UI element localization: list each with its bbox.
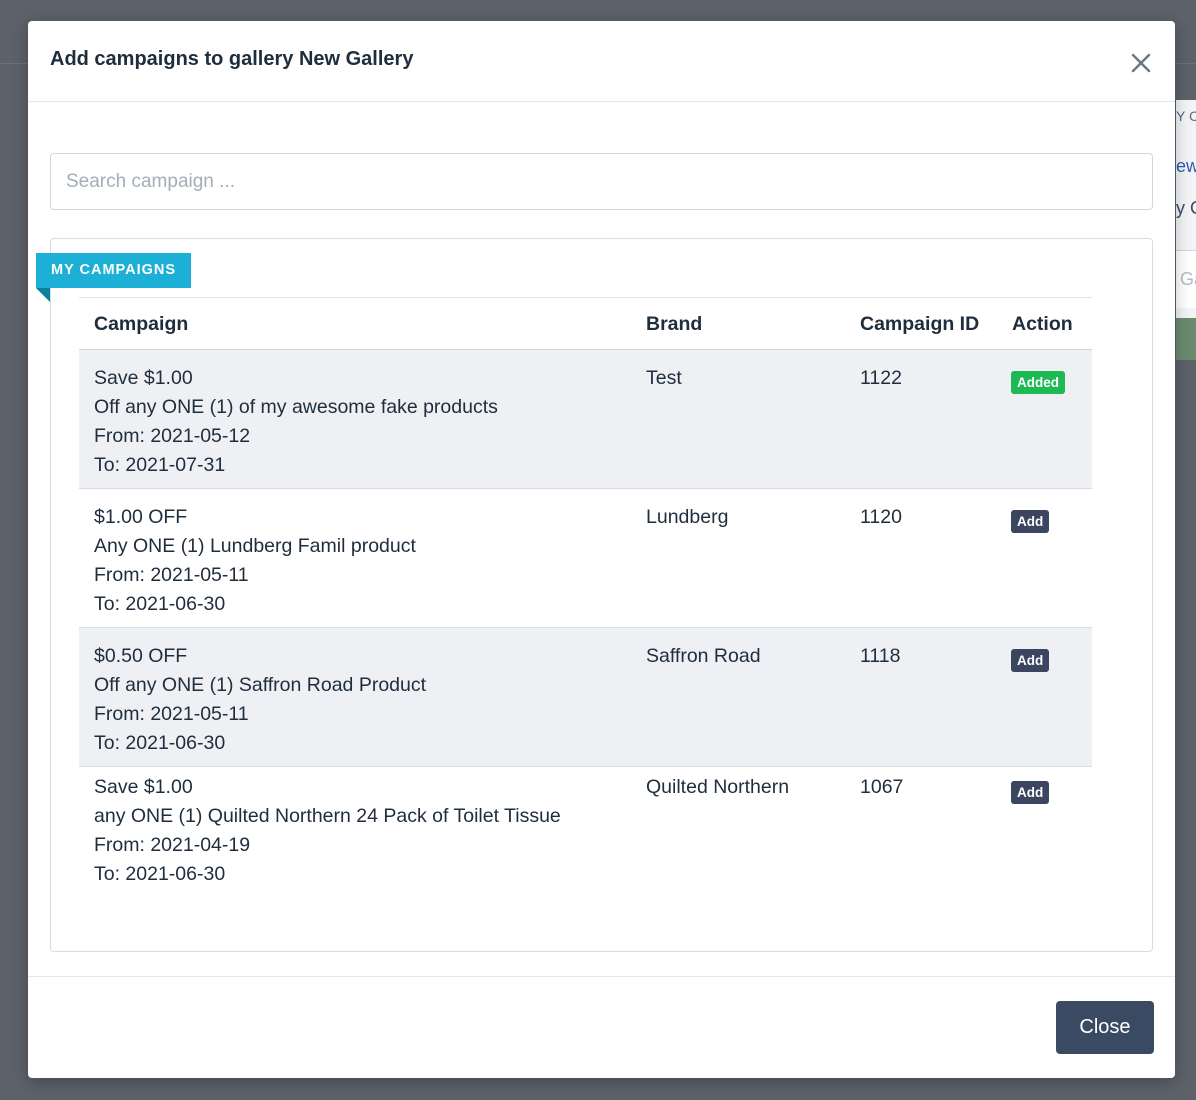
- brand-cell: Lundberg: [646, 506, 729, 528]
- column-header-campaign-id: Campaign ID: [860, 313, 980, 335]
- background-text-2: y G: [1176, 198, 1196, 218]
- background-input-text: Ga: [1180, 269, 1196, 289]
- column-header-brand: Brand: [646, 313, 703, 335]
- campaign-cell: $0.50 OFF Off any ONE (1) Saffron Road P…: [94, 642, 634, 758]
- campaign-description: Off any ONE (1) of my awesome fake produ…: [94, 396, 498, 418]
- action-cell: Add: [1011, 777, 1050, 806]
- campaign-to: To: 2021-07-31: [94, 454, 226, 476]
- add-button[interactable]: Add: [1011, 649, 1050, 672]
- campaign-title: $1.00 OFF: [94, 506, 188, 528]
- action-cell: Added: [1011, 367, 1065, 396]
- brand-cell: Test: [646, 367, 682, 389]
- campaign-cell: $1.00 OFF Any ONE (1) Lundberg Famil pro…: [94, 503, 634, 619]
- brand-cell: Saffron Road: [646, 645, 761, 667]
- background-link: ew: [1176, 156, 1196, 176]
- campaign-from: From: 2021-05-11: [94, 703, 249, 725]
- search-field: [50, 153, 1153, 210]
- campaign-from: From: 2021-05-12: [94, 425, 251, 447]
- column-header-action: Action: [1012, 313, 1073, 335]
- table-row: $1.00 OFF Any ONE (1) Lundberg Famil pro…: [79, 489, 1092, 628]
- campaign-to: To: 2021-06-30: [94, 593, 226, 615]
- table-row: Save $1.00 Off any ONE (1) of my awesome…: [79, 350, 1092, 489]
- campaign-description: any ONE (1) Quilted Northern 24 Pack of …: [94, 805, 561, 827]
- campaign-description: Any ONE (1) Lundberg Famil product: [94, 535, 416, 557]
- table-row: Save $1.00 any ONE (1) Quilted Northern …: [79, 767, 1092, 906]
- table-header: Campaign Brand Campaign ID Action: [79, 297, 1092, 350]
- campaign-title: $0.50 OFF: [94, 645, 188, 667]
- campaign-cell: Save $1.00 any ONE (1) Quilted Northern …: [94, 773, 634, 889]
- campaign-to: To: 2021-06-30: [94, 732, 226, 754]
- campaigns-table: Campaign Brand Campaign ID Action Save $…: [79, 297, 1092, 906]
- table-row: $0.50 OFF Off any ONE (1) Saffron Road P…: [79, 628, 1092, 767]
- campaign-cell: Save $1.00 Off any ONE (1) of my awesome…: [94, 364, 634, 480]
- action-cell: Add: [1011, 506, 1050, 535]
- add-button[interactable]: Add: [1011, 510, 1050, 533]
- section-ribbon: MY CAMPAIGNS: [36, 253, 192, 288]
- add-campaigns-modal: Add campaigns to gallery New Gallery MY …: [28, 21, 1175, 1078]
- search-input[interactable]: [51, 154, 1152, 209]
- modal-title: Add campaigns to gallery New Gallery: [50, 48, 414, 70]
- my-campaigns-panel: MY CAMPAIGNS Campaign Brand Campaign ID …: [36, 238, 1153, 952]
- added-badge: Added: [1011, 371, 1065, 394]
- campaign-id-cell: 1118: [860, 645, 901, 667]
- background-input: Ga: [1176, 250, 1196, 308]
- column-header-campaign: Campaign: [94, 313, 189, 335]
- campaign-id-cell: 1067: [860, 776, 904, 798]
- add-button[interactable]: Add: [1011, 781, 1050, 804]
- campaign-from: From: 2021-04-19: [94, 834, 251, 856]
- campaign-id-cell: 1122: [860, 367, 902, 389]
- campaign-id-cell: 1120: [860, 506, 902, 528]
- ribbon-fold: [36, 288, 50, 302]
- campaign-title: Save $1.00: [94, 776, 193, 798]
- close-button[interactable]: Close: [1056, 1001, 1154, 1054]
- brand-cell: Quilted Northern: [646, 776, 790, 798]
- modal-footer: Close: [28, 976, 1175, 1078]
- background-button: [1176, 318, 1196, 360]
- campaign-to: To: 2021-06-30: [94, 863, 226, 885]
- campaign-title: Save $1.00: [94, 367, 193, 389]
- close-icon[interactable]: [1127, 49, 1155, 77]
- campaign-description: Off any ONE (1) Saffron Road Product: [94, 674, 427, 696]
- background-text-1: Y C: [1176, 108, 1196, 124]
- modal-header: Add campaigns to gallery New Gallery: [28, 21, 1175, 102]
- campaign-from: From: 2021-05-11: [94, 564, 249, 586]
- action-cell: Add: [1011, 645, 1050, 674]
